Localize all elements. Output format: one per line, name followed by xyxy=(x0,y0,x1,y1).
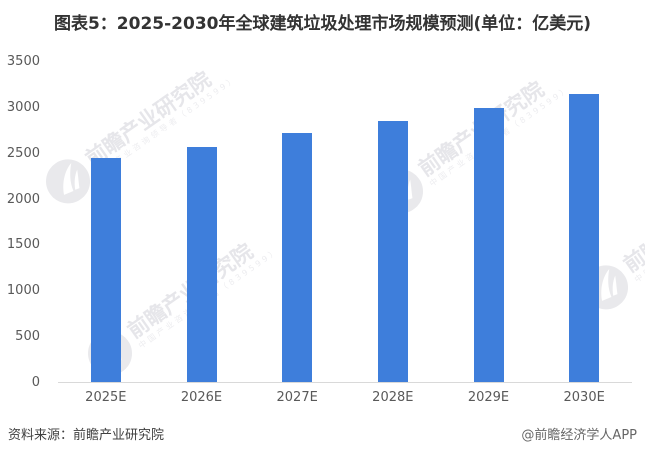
y-axis-tick-label: 0 xyxy=(31,375,40,390)
y-axis-tick-label: 500 xyxy=(15,329,40,345)
y-axis-tick-label: 2500 xyxy=(6,145,40,161)
y-axis-tick-label: 2000 xyxy=(6,191,40,207)
source-note: 资料来源：前瞻产业研究院 xyxy=(8,428,165,443)
watermark-subtext: 中国产业咨询领导者（839599） xyxy=(632,179,645,285)
y-axis-tick-label: 3000 xyxy=(6,99,40,115)
x-axis-label: 2025E xyxy=(85,390,127,405)
plot-area: 2025E 2026E 2027E 2028E 2029E 2030E xyxy=(58,62,632,405)
y-axis: 0 500 1000 1500 2000 2500 3000 3500 xyxy=(0,0,48,454)
bar-2025E xyxy=(90,158,121,382)
bar-2026E xyxy=(186,147,217,382)
bar-2027E xyxy=(282,133,313,382)
page-title: 图表5：2025-2030年全球建筑垃圾处理市场规模预测(单位：亿美元) xyxy=(53,14,592,34)
y-axis-tick-label: 1500 xyxy=(6,237,40,253)
x-axis-label: 2028E xyxy=(372,390,414,405)
x-axis-label: 2029E xyxy=(467,390,510,405)
brand-credit: @前瞻经济学人APP xyxy=(521,428,637,443)
x-axis-label: 2027E xyxy=(276,390,318,405)
x-axis-label: 2026E xyxy=(180,390,223,405)
bar-2030E xyxy=(569,94,600,382)
y-axis-tick-label: 1000 xyxy=(6,283,40,299)
y-axis-tick-label: 3500 xyxy=(6,54,40,69)
bar-2028E xyxy=(377,120,408,382)
bar-2029E xyxy=(473,107,504,382)
x-axis-label: 2030E xyxy=(563,390,605,405)
x-axis-line xyxy=(58,382,632,383)
